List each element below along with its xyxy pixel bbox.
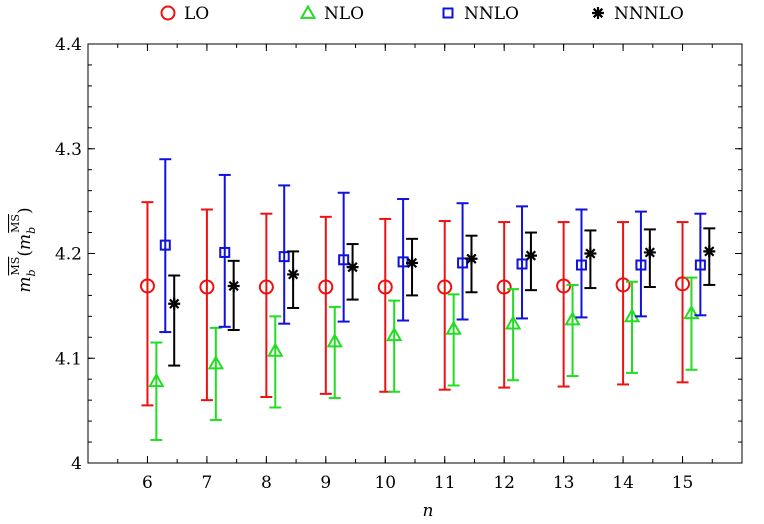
svg-text:mbMS(mbMS): mbMS(mbMS)	[9, 207, 38, 292]
x-tick-label: 11	[434, 473, 456, 493]
point-nlo	[385, 326, 403, 342]
y-label-sub: b	[25, 269, 38, 276]
point-lo	[258, 279, 274, 295]
point-nnnlo	[524, 249, 537, 262]
x-tick-label: 13	[553, 473, 575, 493]
legend-label-lo: LO	[184, 4, 209, 24]
legend-label-nlo: NLO	[324, 4, 364, 24]
point-lo	[496, 279, 512, 295]
x-tick-label: 15	[672, 473, 694, 493]
x-tick-label: 6	[142, 473, 153, 493]
point-lo	[139, 278, 155, 294]
legend-label-nnlo: NNLO	[464, 4, 519, 24]
point-nnnlo	[287, 268, 300, 281]
y-label-arg-sup: MS	[9, 214, 22, 233]
y-tick-label: 4	[71, 454, 82, 474]
point-nnlo	[338, 254, 350, 266]
y-label-arg-sub: b	[25, 227, 38, 234]
point-nlo	[207, 354, 225, 370]
point-nlo	[564, 310, 581, 326]
legend-marker-nnnlo	[592, 7, 604, 19]
point-nnnlo	[346, 261, 359, 274]
legend-item-nnnlo: NNNLO	[592, 4, 684, 24]
series-nlo	[148, 276, 700, 441]
point-nlo	[267, 342, 284, 357]
legend-marker-nnlo	[442, 7, 454, 19]
legend: LO NLO NNLO NNNLO	[160, 4, 684, 24]
point-nnnlo	[227, 279, 240, 292]
point-lo	[377, 279, 393, 295]
point-nlo	[504, 315, 522, 330]
y-tick-label: 4.1	[55, 349, 82, 369]
point-nnnlo	[703, 245, 716, 258]
x-tick-label: 9	[320, 473, 331, 493]
x-tick-label: 8	[261, 473, 272, 493]
point-nlo	[445, 320, 462, 335]
legend-item-nnlo: NNLO	[442, 4, 519, 24]
y-label-sup: MS	[9, 257, 22, 276]
point-nnnlo	[406, 256, 419, 269]
point-nnnlo	[465, 252, 478, 265]
x-tick-label: 10	[374, 473, 396, 493]
point-lo	[437, 279, 453, 295]
legend-marker-lo	[160, 5, 176, 21]
legend-marker-nlo	[299, 4, 317, 19]
point-nlo	[683, 304, 700, 320]
y-tick-label: 4.2	[55, 245, 82, 265]
axis-ticks: 4 4.1 4.2 4.3 4.4 6 7 8 9 10 11 12 13 14 15	[55, 35, 743, 493]
point-nlo	[326, 332, 343, 348]
y-tick-label: 4.4	[55, 35, 82, 55]
point-lo	[556, 278, 572, 294]
point-nnlo	[278, 251, 290, 263]
legend-label-nnnlo: NNNLO	[614, 4, 684, 24]
point-nnlo	[159, 239, 171, 251]
y-label-arg-base: m	[15, 234, 35, 250]
legend-item-nlo: NLO	[299, 4, 364, 24]
series-nnlo	[159, 158, 707, 334]
point-nnnlo	[643, 246, 656, 259]
y-axis-label: mbMS(mbMS)	[9, 207, 38, 292]
point-nlo	[148, 372, 165, 388]
point-nnlo	[575, 259, 587, 271]
series-lo	[139, 201, 691, 407]
point-nnnlo	[168, 297, 181, 310]
point-nnlo	[635, 259, 647, 271]
x-tick-label: 7	[201, 473, 212, 493]
x-tick-label: 14	[612, 473, 634, 493]
point-nnnlo	[584, 247, 597, 260]
point-lo	[615, 277, 631, 293]
y-label-base: m	[15, 277, 35, 293]
point-nnlo	[694, 259, 706, 271]
point-nnlo	[516, 258, 528, 270]
x-tick-label: 12	[493, 473, 515, 493]
point-lo	[318, 279, 334, 295]
point-lo	[199, 279, 215, 295]
legend-item-lo: LO	[160, 4, 209, 24]
y-tick-label: 4.3	[55, 140, 82, 160]
point-lo	[675, 276, 691, 292]
x-axis-label: n	[423, 501, 434, 521]
point-nnlo	[219, 246, 231, 258]
plot-area	[139, 158, 716, 441]
series-nnnlo	[168, 227, 716, 367]
